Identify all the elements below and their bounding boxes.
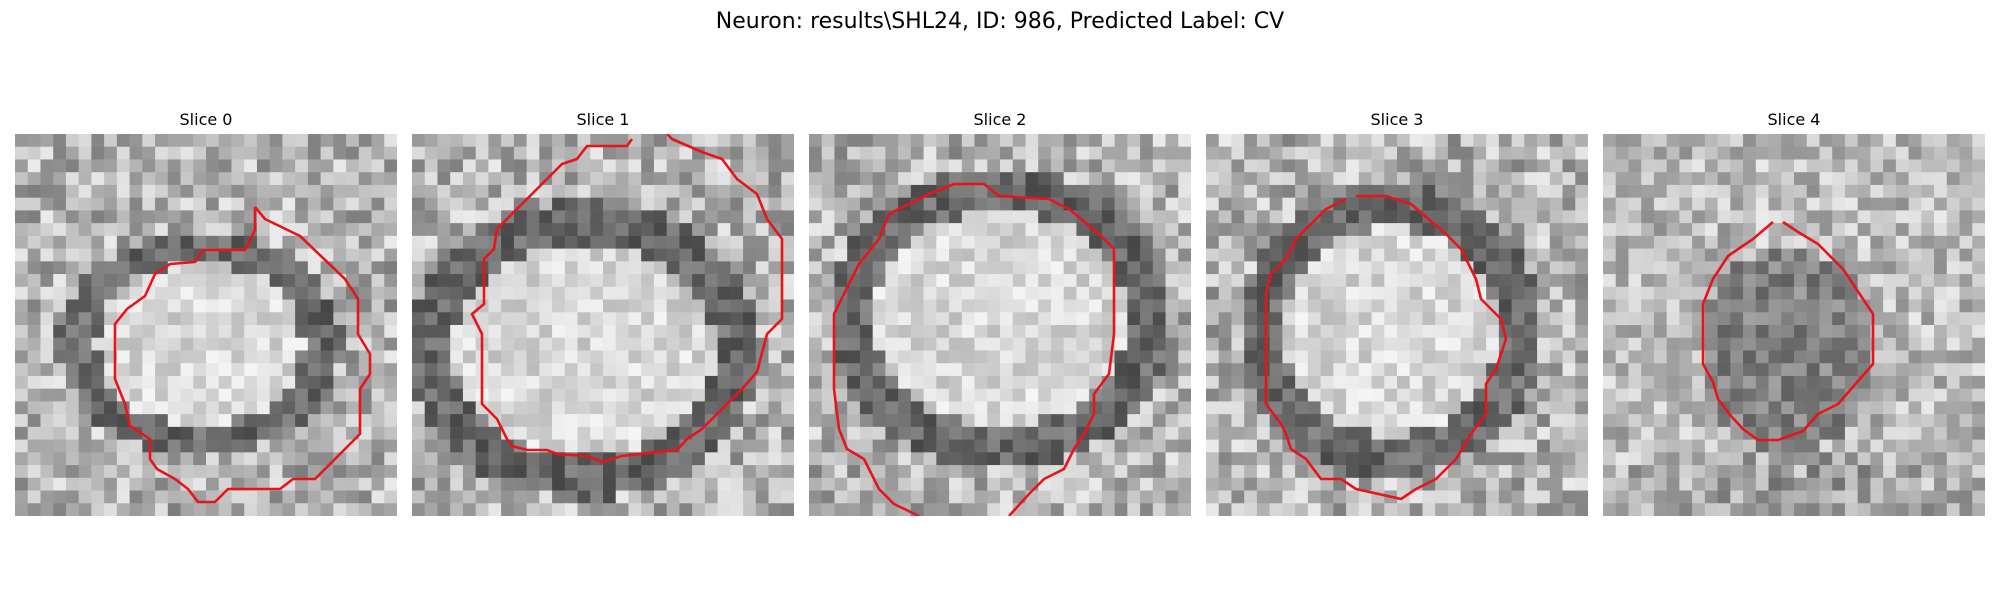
slice-3-grayscale-image (1206, 134, 1588, 516)
slice-title-1: Slice 1 (576, 110, 630, 129)
segmentation-contour (470, 134, 784, 464)
slice-1-grayscale-image (412, 134, 794, 516)
slice-panel-2: Slice 2 (809, 108, 1191, 520)
slice-image-4 (1603, 134, 1985, 516)
slice-title-4: Slice 4 (1767, 110, 1821, 129)
slice-panel-1: Slice 1 (412, 108, 794, 520)
slice-4-grayscale-image (1603, 134, 1985, 516)
segmentation-contour (832, 182, 1116, 516)
slice-title-0: Slice 0 (179, 110, 233, 129)
slice-title-2: Slice 2 (973, 110, 1027, 129)
slice-title-3: Slice 3 (1370, 110, 1424, 129)
slice-2-grayscale-image (809, 134, 1191, 516)
figure-title: Neuron: results\SHL24, ID: 986, Predicte… (715, 9, 1285, 34)
slice-image-2 (809, 134, 1191, 516)
slice-0-grayscale-image (15, 134, 397, 516)
segmentation-contour (1701, 220, 1875, 442)
slice-panel-4: Slice 4 (1603, 108, 1985, 520)
slice-panel-3: Slice 3 (1206, 108, 1588, 520)
slice-image-0 (15, 134, 397, 516)
slice-image-3 (1206, 134, 1588, 516)
slice-image-1 (412, 134, 794, 516)
segmentation-contour (113, 206, 372, 504)
segmentation-contour (1264, 194, 1508, 501)
slice-panel-0: Slice 0 (15, 108, 397, 520)
